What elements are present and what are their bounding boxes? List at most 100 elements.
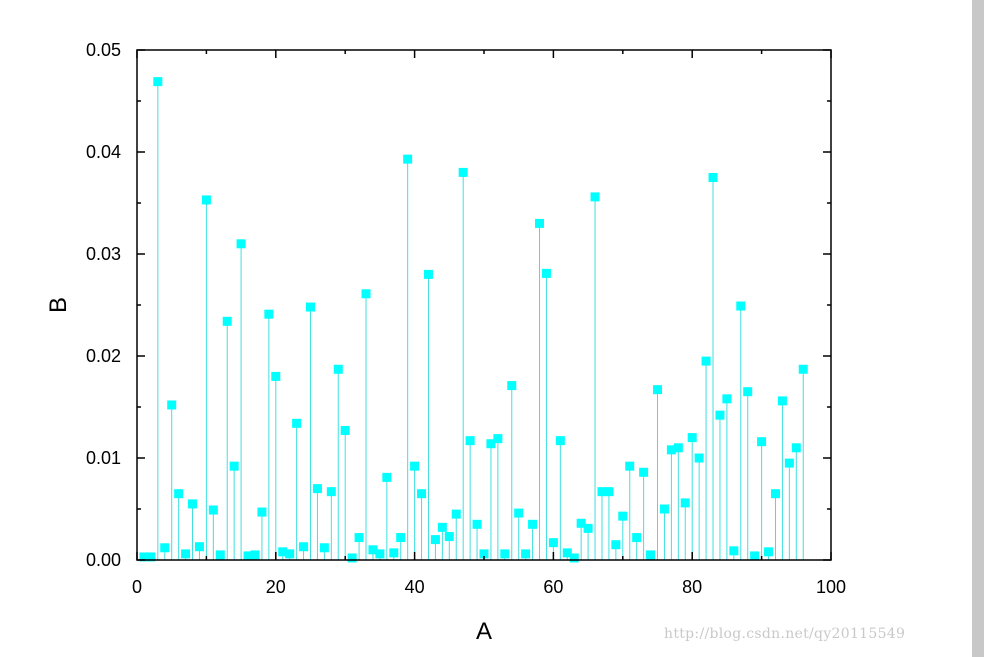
data-point xyxy=(271,371,281,381)
data-point xyxy=(312,484,322,494)
data-point xyxy=(465,436,475,446)
data-point xyxy=(555,436,565,446)
data-point xyxy=(250,550,260,560)
y-tick-label: 0.00 xyxy=(86,550,121,570)
data-point xyxy=(257,507,267,517)
data-point xyxy=(680,498,690,508)
data-point xyxy=(243,551,253,561)
data-point xyxy=(430,535,440,545)
data-point xyxy=(299,542,309,552)
data-point xyxy=(194,542,204,552)
data-point xyxy=(659,504,669,514)
data-point xyxy=(319,543,329,553)
data-point xyxy=(222,316,232,326)
data-point xyxy=(694,453,704,463)
y-axis-title: B xyxy=(45,297,72,313)
data-point xyxy=(653,385,662,395)
data-point xyxy=(486,439,496,449)
data-point xyxy=(666,445,676,455)
data-point xyxy=(354,533,364,543)
data-point xyxy=(687,433,697,443)
data-point xyxy=(201,195,211,205)
data-point xyxy=(403,154,413,164)
data-point xyxy=(417,489,427,499)
data-point xyxy=(382,472,392,482)
data-point xyxy=(639,467,649,477)
data-point xyxy=(798,364,808,374)
data-point xyxy=(278,547,288,557)
y-tick-label: 0.05 xyxy=(86,40,121,60)
watermark-text: http://blog.csdn.net/qy20115549 xyxy=(664,626,906,642)
data-point xyxy=(340,425,350,435)
data-point xyxy=(167,400,177,410)
data-point xyxy=(673,443,683,453)
data-point xyxy=(188,499,198,509)
x-tick-label: 20 xyxy=(266,577,286,597)
data-point xyxy=(791,443,801,453)
data-point xyxy=(514,508,524,518)
data-point xyxy=(541,268,551,278)
data-point xyxy=(139,552,149,562)
data-point xyxy=(590,192,600,202)
data-point xyxy=(701,356,711,366)
data-point xyxy=(576,518,586,528)
stems-layer xyxy=(143,81,804,560)
data-point xyxy=(618,511,628,521)
window-scrollbar-strip xyxy=(972,0,984,657)
data-point xyxy=(729,546,739,556)
y-tick-label: 0.04 xyxy=(86,142,121,162)
data-point xyxy=(562,548,572,558)
data-point xyxy=(146,552,156,562)
data-point xyxy=(396,533,406,543)
data-point xyxy=(292,418,302,428)
data-point xyxy=(361,289,371,299)
y-tick-label: 0.03 xyxy=(86,244,121,264)
x-tick-label: 0 xyxy=(132,577,142,597)
data-point xyxy=(708,173,718,182)
data-point xyxy=(770,489,780,499)
data-point xyxy=(500,549,510,559)
data-point xyxy=(458,167,468,177)
data-point xyxy=(597,487,607,497)
x-axis-title: A xyxy=(476,618,492,645)
data-point xyxy=(569,553,579,563)
data-point xyxy=(208,505,218,515)
data-point xyxy=(764,547,774,557)
data-point xyxy=(722,394,732,404)
data-point xyxy=(535,218,545,228)
data-point xyxy=(521,549,531,559)
data-point xyxy=(410,461,420,471)
data-point xyxy=(444,532,454,542)
data-point xyxy=(777,396,787,406)
data-point xyxy=(285,549,295,559)
data-point xyxy=(528,519,538,529)
points-layer xyxy=(139,77,808,563)
x-tick-label: 40 xyxy=(405,577,425,597)
data-point xyxy=(784,458,794,468)
data-point xyxy=(736,301,746,311)
x-tick-labels: 0 20 40 60 80 100 xyxy=(132,577,846,597)
x-tick-label: 100 xyxy=(816,577,846,597)
data-point xyxy=(333,364,343,374)
data-point xyxy=(493,434,503,444)
data-point xyxy=(174,489,184,499)
x-tick-label: 60 xyxy=(543,577,563,597)
data-point xyxy=(229,461,239,471)
data-point xyxy=(153,77,163,87)
y-tick-label: 0.01 xyxy=(86,448,121,468)
data-point xyxy=(632,533,642,543)
data-point xyxy=(181,549,191,559)
data-point xyxy=(326,487,336,497)
data-point xyxy=(437,522,447,532)
data-point xyxy=(479,549,489,559)
data-point xyxy=(625,461,635,471)
data-point xyxy=(507,381,517,391)
data-point xyxy=(389,548,399,558)
data-point xyxy=(583,523,593,533)
data-point xyxy=(646,550,656,560)
data-point xyxy=(347,553,357,563)
data-point xyxy=(472,519,482,529)
data-point xyxy=(160,543,170,553)
data-point xyxy=(548,538,558,548)
